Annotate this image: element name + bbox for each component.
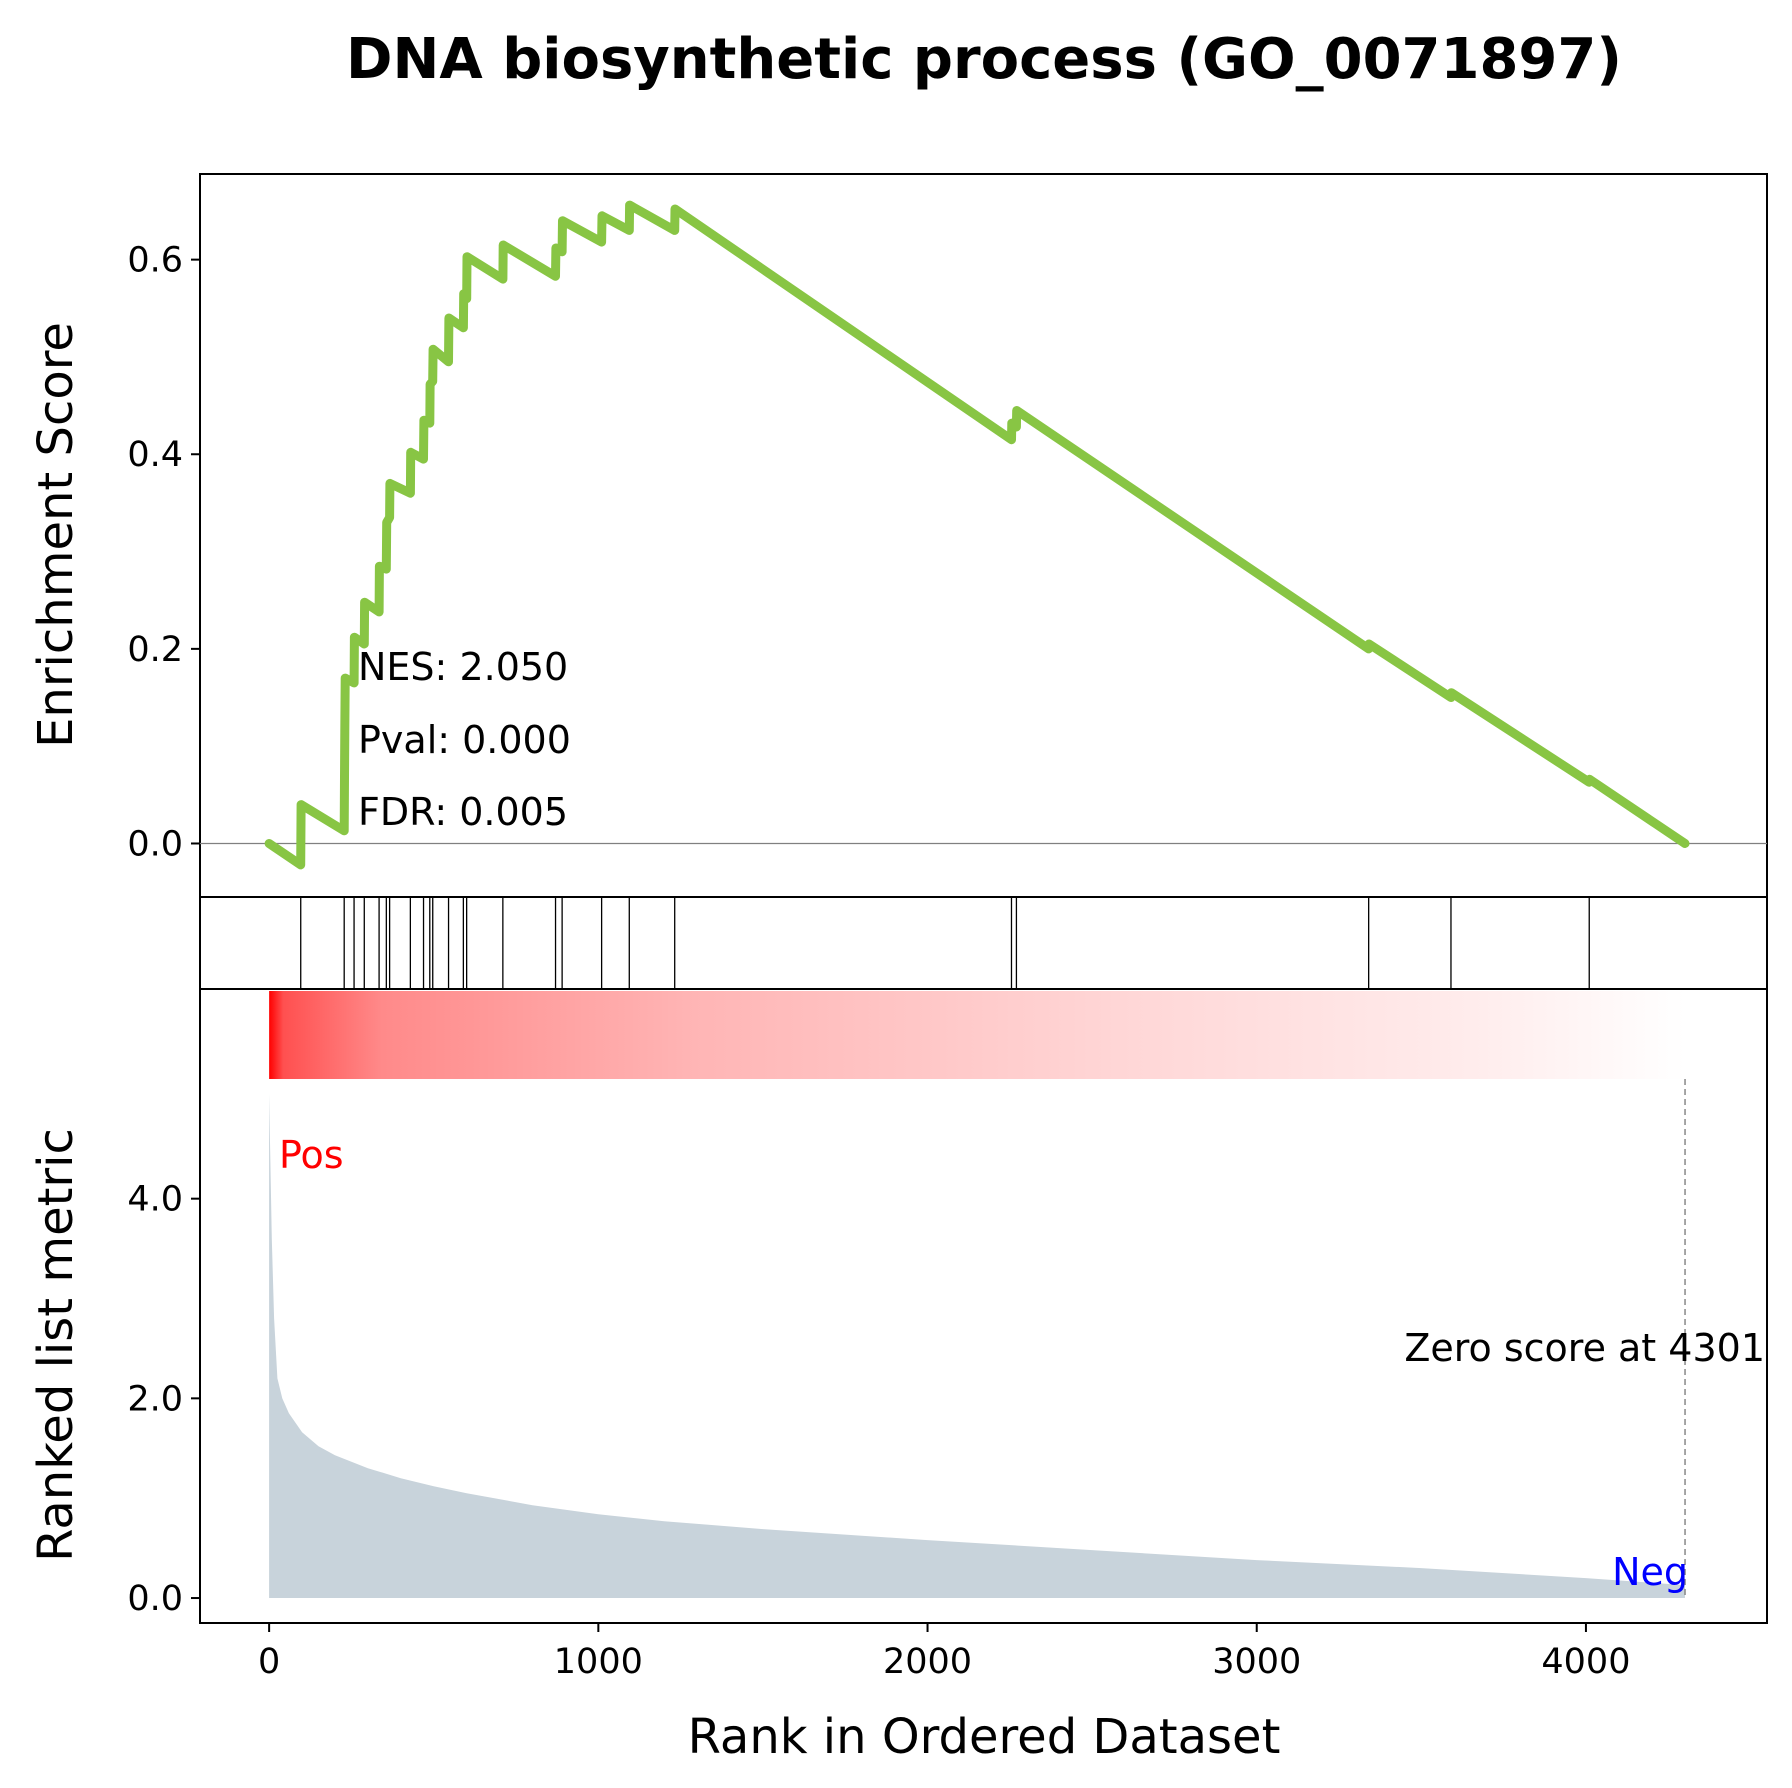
es-y-axis-label: Enrichment Score: [28, 322, 84, 748]
pos-label: Pos: [279, 1133, 344, 1177]
x-tick-label: 1000: [554, 1642, 643, 1682]
es-y-tick-label: 0.6: [127, 241, 183, 281]
x-tick-label: 4000: [1541, 1642, 1630, 1682]
hits-panel-frame: [199, 896, 1768, 990]
rank-y-tick-label: 4.0: [127, 1180, 183, 1220]
fdr-annotation: FDR: 0.005: [358, 790, 568, 834]
rank-gradient-bar: [269, 991, 1686, 1079]
es-y-tick-label: 0.4: [127, 435, 183, 475]
hits-panel: [199, 896, 1768, 990]
ranked-metric-area: [269, 1093, 1686, 1598]
es-panel-frame: [199, 173, 1768, 898]
neg-label: Neg: [1612, 1550, 1688, 1594]
rank-y-tick-label: 2.0: [127, 1379, 183, 1419]
chart-title: DNA biosynthetic process (GO_0071897): [346, 27, 1622, 92]
es-y-tick-label: 0.0: [127, 824, 183, 864]
nes-annotation: NES: 2.050: [358, 645, 568, 689]
rank-panel-frame: [199, 988, 1768, 1624]
pval-annotation: Pval: 0.000: [358, 718, 571, 762]
es-panel: 0.0 0.2 0.4 0.6 NES: 2.050 Pval: 0.000 FDR:…: [28, 173, 1768, 898]
rank-y-ticks: 0.0 2.0 4.0: [127, 1180, 200, 1619]
x-tick-label: 3000: [1212, 1642, 1301, 1682]
es-y-ticks: 0.0 0.2 0.4 0.6: [127, 241, 200, 864]
rank-y-tick-label: 0.0: [127, 1579, 183, 1619]
x-tick-label: 0: [258, 1642, 280, 1682]
zero-score-label: Zero score at 4301: [1404, 1326, 1765, 1370]
hit-lines: [300, 897, 1590, 989]
rank-panel: Zero score at 4301 Pos Neg 0.0 2.0 4.0 Ran…: [28, 988, 1768, 1624]
es-y-tick-label: 0.2: [127, 630, 183, 670]
x-axis-ticks: 0 1000 2000 3000 4000: [258, 1623, 1630, 1682]
x-axis-label: Rank in Ordered Dataset: [688, 1709, 1281, 1765]
x-tick-label: 2000: [883, 1642, 972, 1682]
es-line: [264, 200, 1690, 870]
rank-y-axis-label: Ranked list metric: [28, 1128, 84, 1562]
